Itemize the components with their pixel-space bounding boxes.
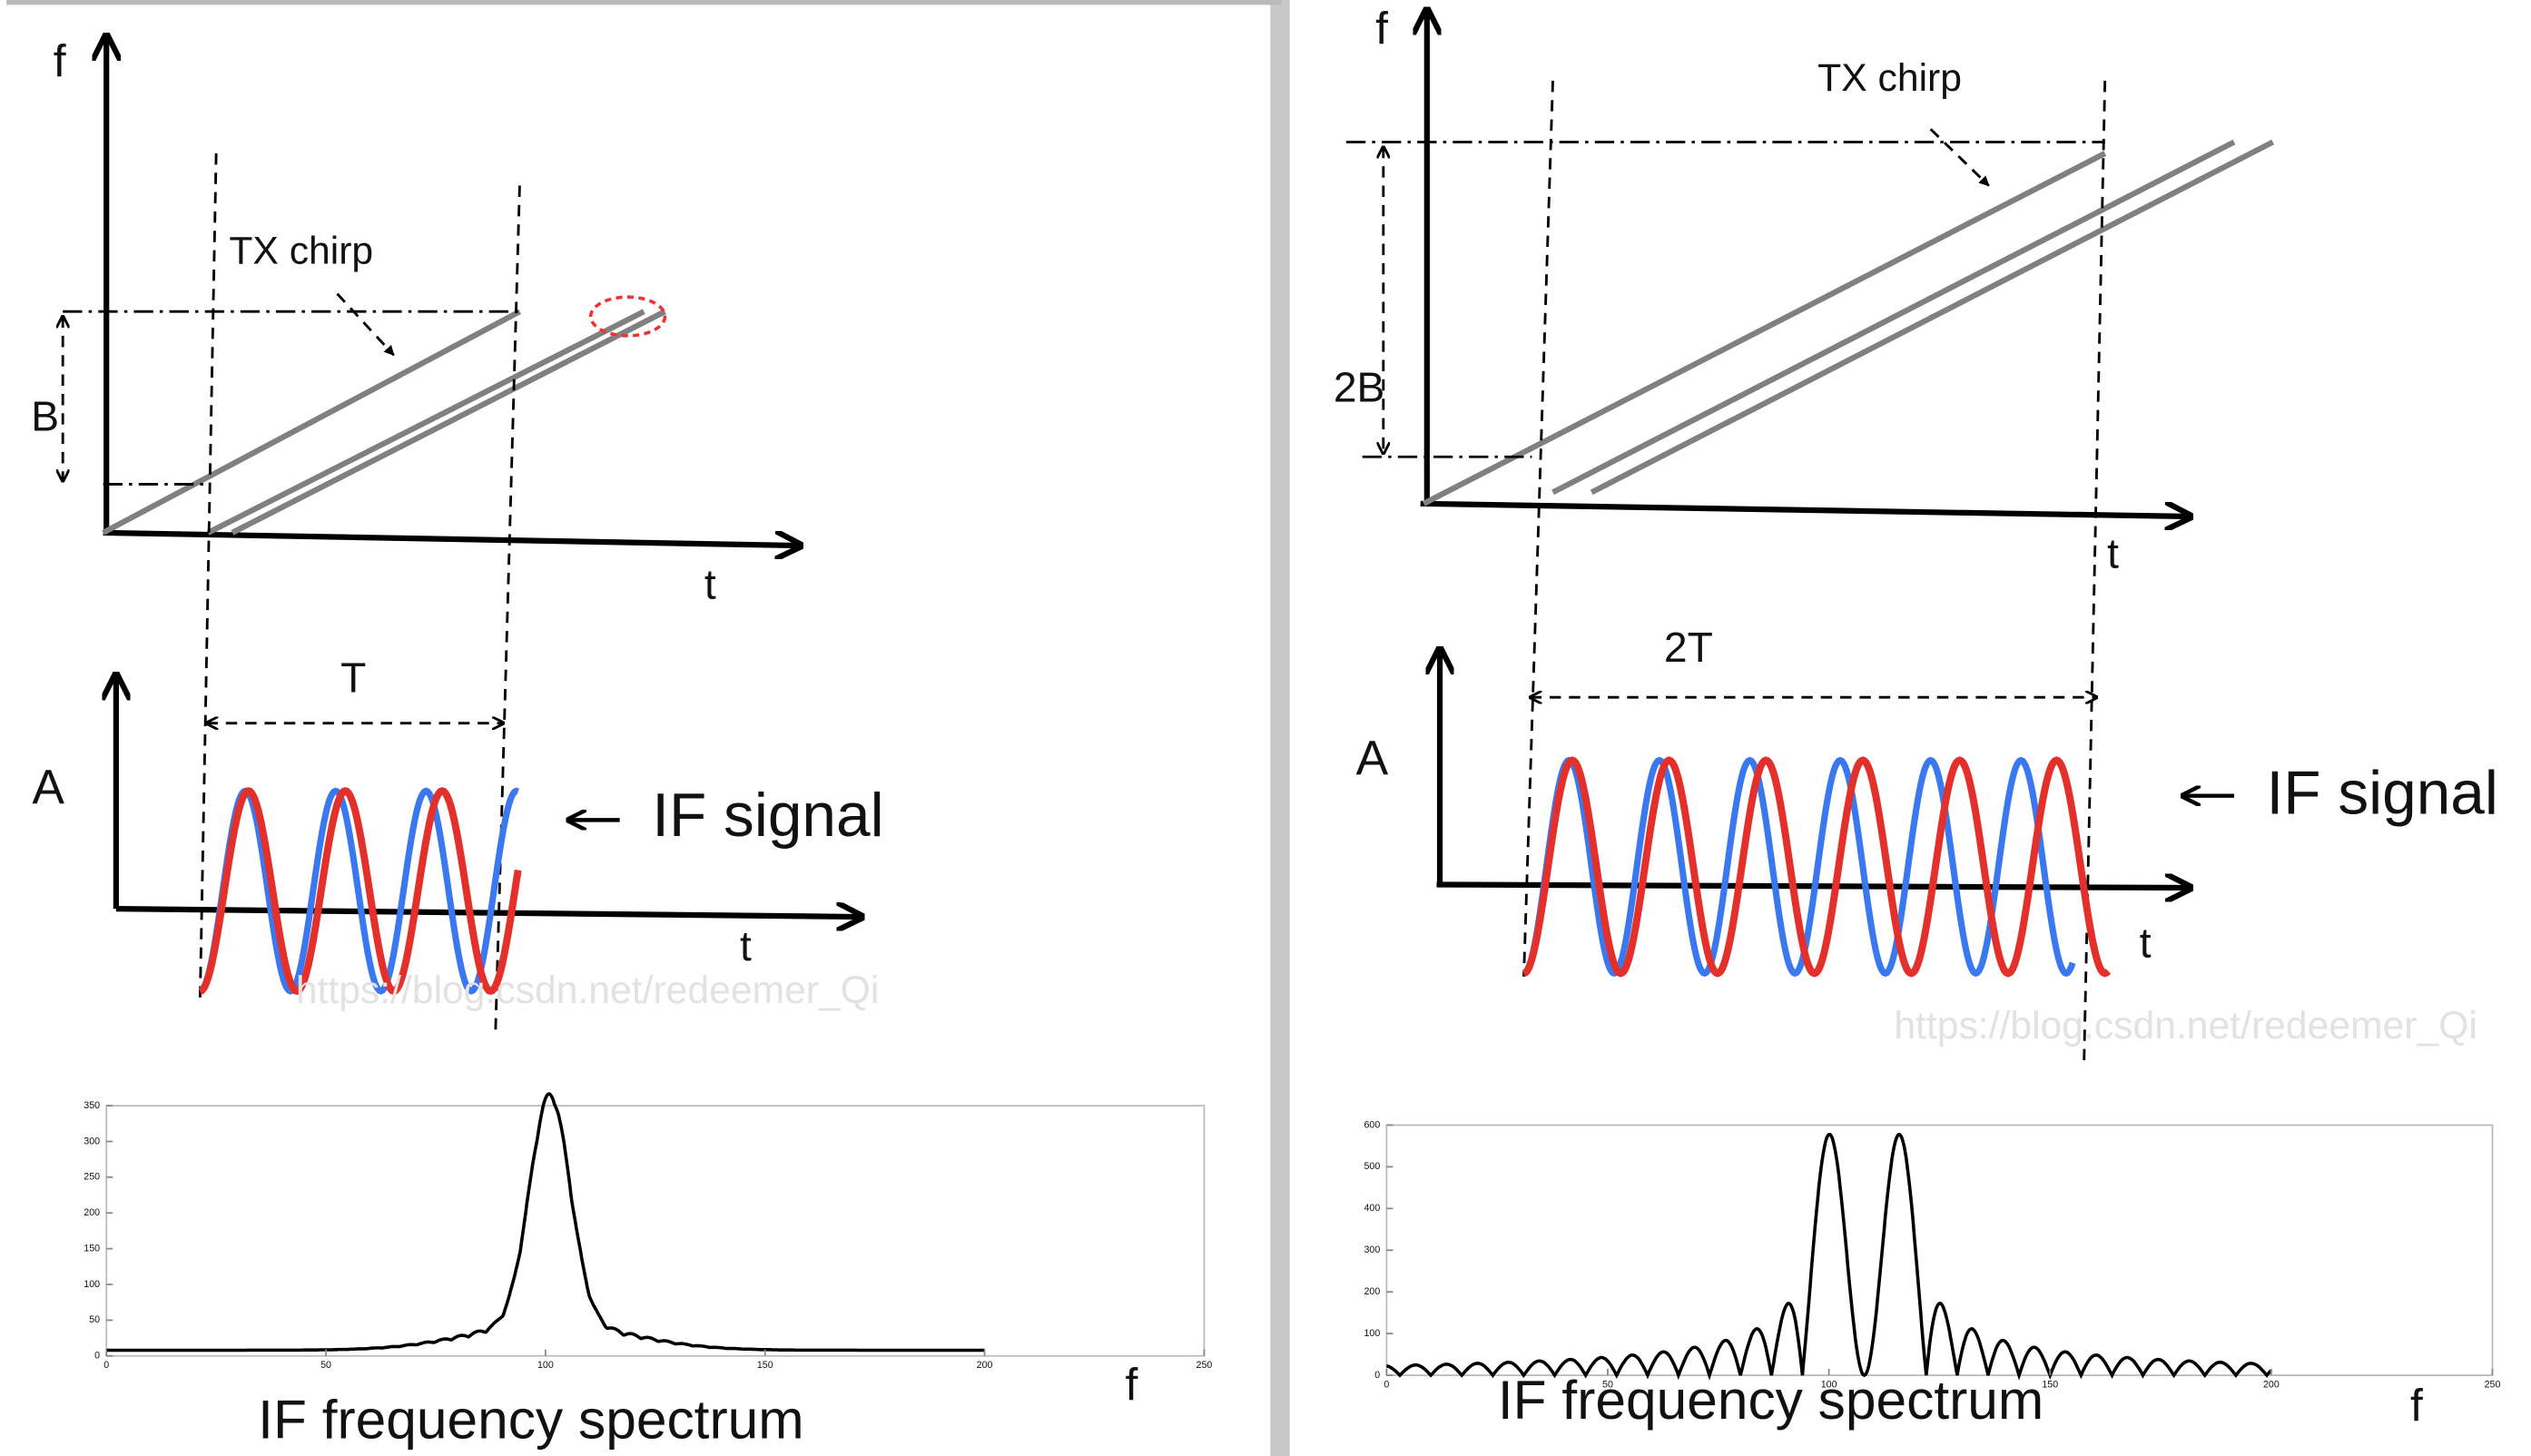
y-tick-label: 0 (1374, 1370, 1380, 1381)
x-tick-label: 100 (537, 1360, 554, 1371)
x-tick-label: 100 (1821, 1380, 1837, 1391)
if-signal-label: IF signal (652, 782, 883, 850)
x-tick-label: 200 (2263, 1380, 2280, 1391)
y-tick-label: 0 (94, 1351, 100, 1362)
y-tick-label: 250 (84, 1172, 100, 1183)
if-signal-label: IF signal (2267, 759, 2498, 827)
left-chirp-plot (63, 35, 801, 1034)
right-if-plot (1436, 649, 2234, 978)
spectrum-frame (105, 1105, 1206, 1357)
if-wave (1522, 756, 2112, 978)
f-axis-label: f (1375, 4, 1388, 54)
y-tick-label: 300 (84, 1136, 100, 1146)
watermark: https://blog.csdn.net/redeemer_Qi (296, 969, 880, 1012)
t-axis-label: t (2107, 530, 2119, 577)
period-label: 2T (1664, 624, 1713, 671)
amplitude-label: A (1356, 732, 1389, 785)
period-label: T (340, 654, 366, 702)
bandwidth-label: 2B (1334, 364, 1385, 411)
spectrum-curve (1386, 1132, 2273, 1381)
x-tick-label: 200 (977, 1360, 993, 1371)
y-tick-label: 600 (1364, 1119, 1380, 1130)
t-axis-label: t (704, 561, 716, 608)
spectrum-x-label: f (2410, 1381, 2423, 1431)
y-tick-label: 300 (1364, 1244, 1380, 1255)
spectrum-caption: IF frequency spectrum (258, 1388, 803, 1450)
amplitude-label: A (32, 761, 64, 814)
left-if-plot (116, 674, 862, 996)
y-tick-label: 500 (1364, 1161, 1380, 1172)
x-tick-label: 150 (757, 1360, 773, 1371)
x-tick-label: 50 (320, 1360, 331, 1371)
x-tick-label: 250 (1197, 1360, 1213, 1371)
spectrum-curve (106, 1092, 985, 1353)
spectrum-caption: IF frequency spectrum (1498, 1369, 2044, 1431)
border (5, 0, 1282, 5)
x-tick-label: 50 (1602, 1380, 1613, 1391)
y-tick-label: 200 (84, 1207, 100, 1218)
tx-chirp-label: TX chirp (229, 229, 373, 272)
y-tick-label: 100 (84, 1279, 100, 1290)
y-tick-label: 200 (1364, 1286, 1380, 1297)
tx-chirp-label: TX chirp (1817, 56, 1962, 100)
watermark: https://blog.csdn.net/redeemer_Qi (1894, 1004, 2477, 1048)
y-tick-label: 400 (1364, 1203, 1380, 1214)
bandwidth-label: B (31, 393, 59, 440)
spectrum-x-label: f (1125, 1359, 1137, 1410)
if-wave (199, 787, 519, 995)
if-t-axis-label: t (2140, 919, 2152, 966)
y-tick-label: 50 (89, 1314, 100, 1325)
divider (1270, 0, 1290, 1456)
y-tick-label: 100 (1364, 1328, 1380, 1339)
if-wave (199, 787, 522, 996)
background (5, 0, 2526, 1456)
f-axis-label: f (54, 35, 66, 86)
x-tick-label: 250 (2485, 1380, 2501, 1391)
y-tick-label: 350 (84, 1100, 100, 1111)
if-t-axis-label: t (740, 922, 752, 969)
x-tick-label: 0 (1384, 1380, 1389, 1391)
x-tick-label: 0 (103, 1360, 109, 1371)
x-tick-label: 150 (2042, 1380, 2058, 1391)
y-tick-label: 150 (84, 1243, 100, 1254)
